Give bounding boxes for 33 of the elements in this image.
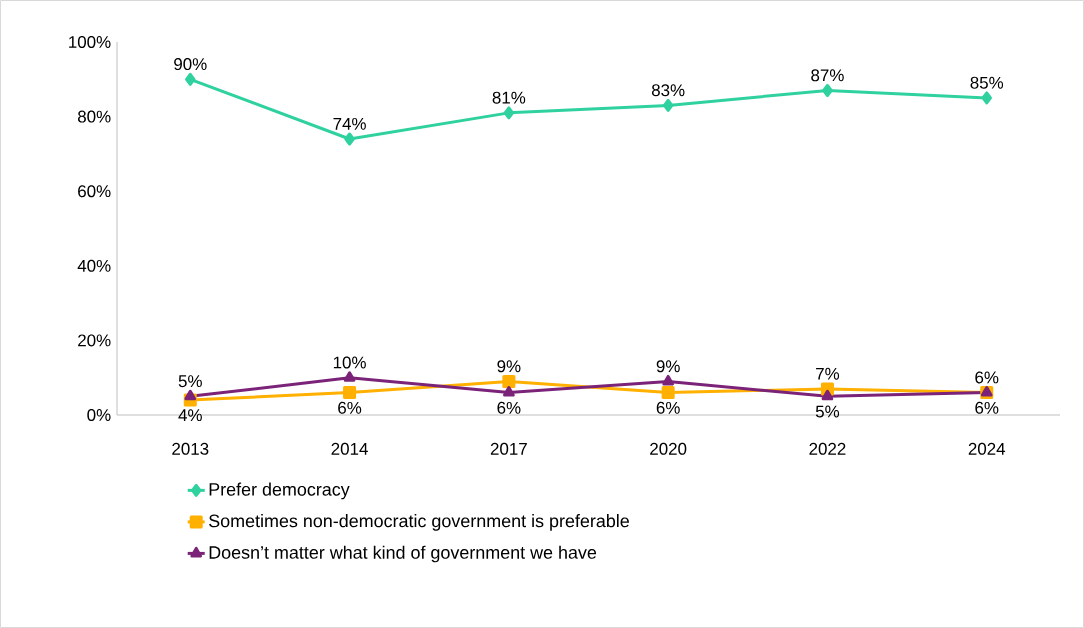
data-label: 6% [338,401,362,414]
data-label: 6% [975,371,999,384]
x-tick-label: 2020 [650,442,687,455]
data-label: 85% [970,76,1004,89]
y-tick-label: 60% [78,185,111,198]
data-label: 4% [178,409,202,422]
x-tick-label: 2017 [490,442,527,455]
data-label: 81% [492,91,526,104]
data-label: 10% [333,356,366,369]
data-label: 6% [497,401,521,414]
data-label: 5% [178,375,202,388]
y-tick-label: 20% [78,334,111,347]
data-label: 6% [656,401,680,414]
data-label: 6% [975,401,999,414]
y-tick-label: 80% [77,110,111,123]
data-label: 83% [651,84,685,97]
data-label: 7% [816,367,840,380]
data-label: 90% [174,58,207,71]
x-tick-label: 2024 [968,442,1006,455]
data-label: 87% [811,69,844,82]
legend-label: Doesn’t matter what kind of government we have [209,545,597,563]
x-tick-label: 2013 [172,442,209,455]
data-label: 74% [333,117,366,130]
legend-label: Prefer democracy [209,482,350,500]
x-tick-label: 2014 [331,442,368,455]
y-tick-label: 40% [77,259,111,272]
y-tick-label: 100% [69,36,111,48]
data-label: 9% [497,360,521,373]
y-tick-label: 0% [87,409,111,421]
data-label: 9% [656,360,680,373]
data-label: 5% [815,405,840,418]
legend-label: Sometimes non-democratic government is preferable [209,514,629,531]
x-tick-label: 2022 [809,442,846,455]
